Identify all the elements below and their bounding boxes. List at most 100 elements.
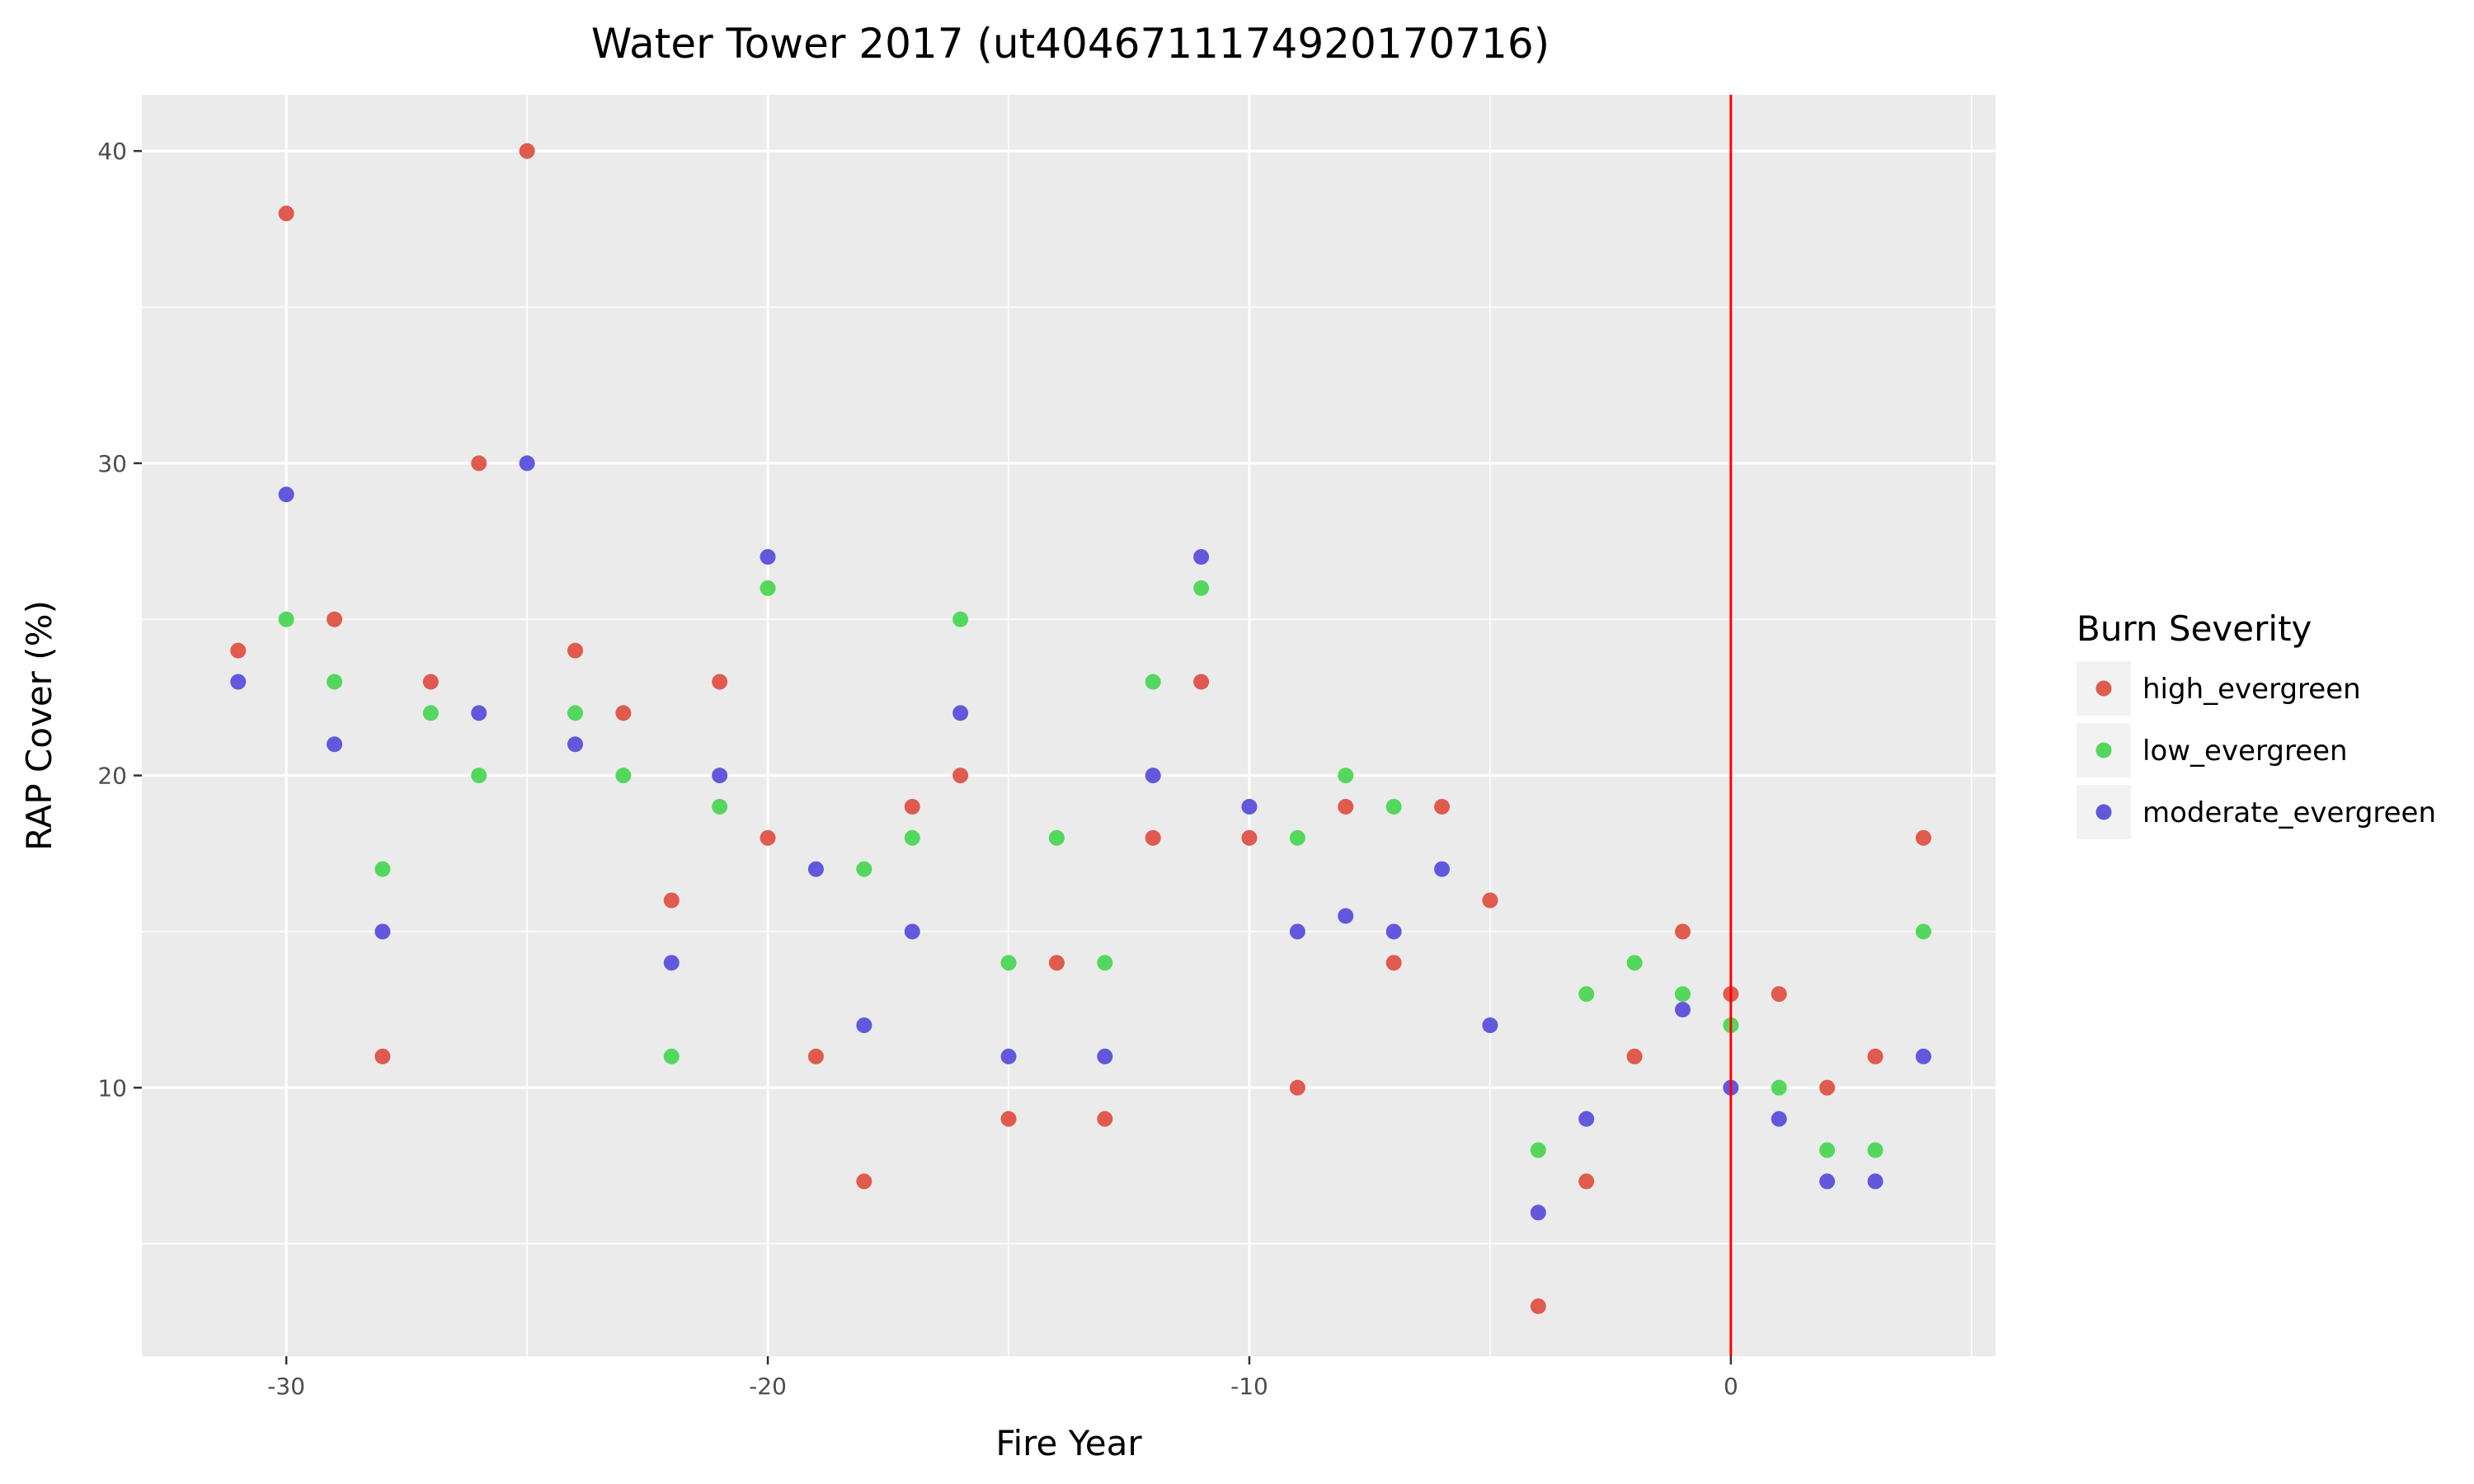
data-point <box>567 705 584 721</box>
data-point <box>278 486 294 503</box>
data-point <box>1097 1048 1113 1064</box>
data-point <box>663 892 680 909</box>
series-moderate_evergreen <box>230 455 1931 1221</box>
legend-label: moderate_evergreen <box>2142 796 2436 829</box>
data-point <box>422 705 439 721</box>
data-point <box>1867 1142 1884 1158</box>
data-point <box>374 923 391 940</box>
legend-label: low_evergreen <box>2142 735 2348 768</box>
data-point <box>374 861 391 877</box>
data-point <box>712 798 728 815</box>
data-point <box>1338 798 1354 815</box>
y-tick-label: 30 <box>97 450 127 477</box>
data-point <box>1530 1298 1546 1314</box>
data-point <box>1674 986 1691 1003</box>
data-point <box>1819 1173 1836 1190</box>
data-point <box>1048 955 1065 971</box>
data-point <box>807 1048 824 1064</box>
data-point <box>422 674 439 690</box>
legend-title: Burn Severity <box>2077 608 2312 649</box>
data-point <box>663 955 680 971</box>
data-point <box>567 736 584 753</box>
data-point <box>278 611 294 627</box>
data-point <box>567 642 584 659</box>
data-point <box>1338 908 1354 924</box>
data-point <box>760 829 776 846</box>
data-point <box>1915 923 1931 940</box>
data-point <box>1097 1111 1113 1127</box>
data-point <box>807 861 824 877</box>
data-point <box>1289 829 1305 846</box>
legend-key-marker <box>2095 742 2112 758</box>
data-point <box>856 861 872 877</box>
data-point <box>712 768 728 784</box>
data-point <box>615 768 632 784</box>
data-point <box>952 768 969 784</box>
data-point <box>1338 768 1354 784</box>
data-point <box>1482 892 1498 909</box>
data-point <box>760 548 776 565</box>
data-point <box>1626 955 1643 971</box>
data-point <box>278 205 294 222</box>
x-tick-label: -30 <box>267 1373 305 1400</box>
data-point <box>1771 986 1787 1003</box>
data-point <box>1241 829 1258 846</box>
data-point <box>1915 829 1931 846</box>
data-point <box>952 611 969 627</box>
data-point <box>1385 955 1402 971</box>
data-point <box>1000 1111 1017 1127</box>
data-point <box>1771 1111 1787 1127</box>
data-point <box>1000 1048 1017 1064</box>
data-point <box>1434 861 1451 877</box>
data-point <box>1145 768 1161 784</box>
data-point <box>1530 1142 1546 1158</box>
data-point <box>904 829 920 846</box>
minor-gridlines <box>142 95 1996 1356</box>
data-point <box>1434 798 1451 815</box>
data-point <box>952 705 969 721</box>
data-point <box>327 736 343 753</box>
data-point <box>1578 1111 1595 1127</box>
legend-key-marker <box>2095 680 2112 697</box>
legend-key-marker <box>2095 804 2112 820</box>
data-point <box>760 580 776 596</box>
data-point <box>1000 955 1017 971</box>
data-point <box>904 798 920 815</box>
data-point <box>519 455 535 472</box>
data-points <box>230 143 1931 1314</box>
data-point <box>471 768 487 784</box>
x-axis-ticks: -30 -20 -10 0 <box>267 1356 1738 1400</box>
series-high_evergreen <box>230 143 1931 1314</box>
data-point <box>1819 1142 1836 1158</box>
chart-title: Water Tower 2017 (ut4046711174920170716) <box>591 20 1550 68</box>
data-point <box>615 705 632 721</box>
data-point <box>1674 923 1691 940</box>
x-tick-label: -10 <box>1230 1373 1268 1400</box>
data-point <box>1530 1205 1546 1221</box>
data-point <box>904 923 920 940</box>
x-axis-title: Fire Year <box>995 1423 1142 1463</box>
data-point <box>471 705 487 721</box>
y-tick-label: 20 <box>97 763 127 790</box>
data-point <box>1145 674 1161 690</box>
data-point <box>1771 1079 1787 1096</box>
data-point <box>1385 923 1402 940</box>
data-point <box>1241 798 1258 815</box>
data-point <box>1867 1173 1884 1190</box>
data-point <box>1289 923 1305 940</box>
data-point <box>519 143 535 159</box>
data-point <box>327 611 343 627</box>
data-point <box>1193 674 1210 690</box>
data-point <box>1193 580 1210 596</box>
data-point <box>1482 1017 1498 1034</box>
data-point <box>712 674 728 690</box>
data-point <box>1097 955 1113 971</box>
data-point <box>1193 548 1210 565</box>
y-axis-title: RAP Cover (%) <box>19 600 59 851</box>
data-point <box>663 1048 680 1064</box>
legend-label: high_evergreen <box>2142 673 2361 706</box>
data-point <box>230 642 247 659</box>
data-point <box>1867 1048 1884 1064</box>
y-tick-label: 40 <box>97 138 127 165</box>
